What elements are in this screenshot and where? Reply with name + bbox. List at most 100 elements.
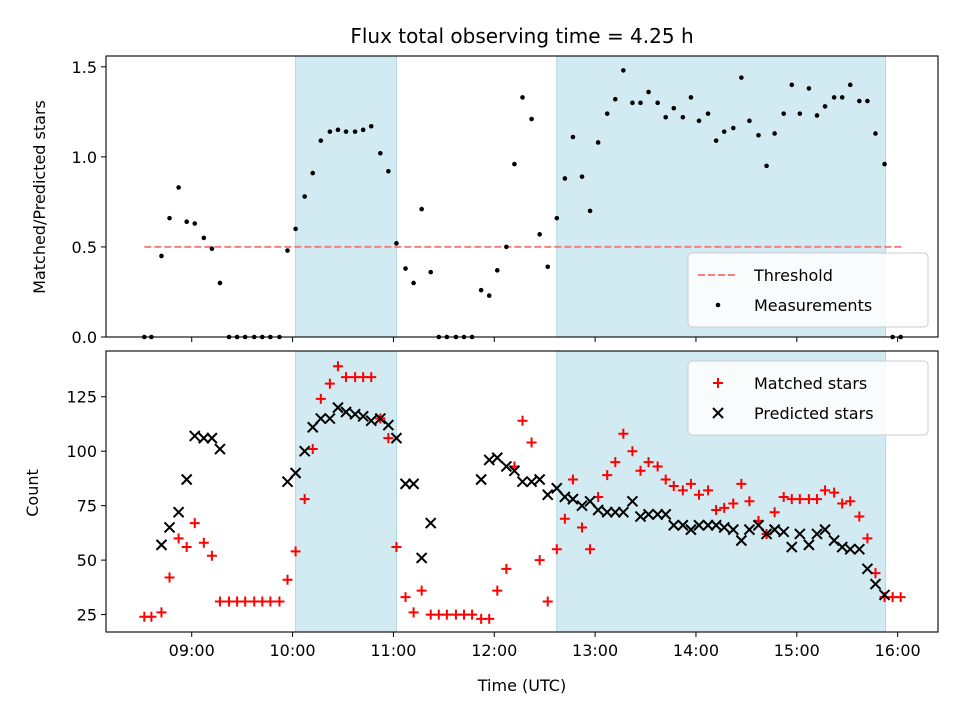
count-panel-series-1-point-25 [425, 517, 437, 529]
count-panel-series-0-point-83 [837, 498, 848, 509]
count-panel-ytick-label-4: 125 [66, 388, 97, 407]
count-panel-series-1-point-68 [828, 534, 840, 547]
ratio-panel-series-0-point-46 [529, 116, 534, 122]
count-panel-legend-swatch-0 [713, 378, 723, 388]
ratio-panel-series-0-point-21 [318, 138, 324, 143]
count-panel-series-1-point-62 [777, 526, 790, 538]
count-panel-series-1-point-45 [634, 510, 647, 523]
count-panel-series-0-point-4 [173, 533, 184, 544]
count-panel-series-0-point-70 [728, 498, 739, 509]
ratio-panel-series-0-point-47 [537, 232, 542, 237]
count-panel-ytick-label-2: 75 [77, 497, 97, 516]
count-panel-series-0-point-84 [845, 496, 856, 507]
ratio-panel-series-0-point-90 [898, 334, 903, 340]
count-panel-series-1-point-74 [878, 589, 891, 601]
ratio-panel-series-0-point-12 [242, 334, 248, 340]
ratio-panel-series-0-point-3 [167, 215, 172, 221]
ratio-panel-series-0-point-70 [730, 125, 736, 131]
count-panel-series-0-point-20 [307, 444, 318, 455]
count-panel-series-0-point-39 [467, 609, 478, 620]
count-panel-series-0-point-90 [895, 592, 906, 603]
ratio-panel-series-0-point-22 [327, 129, 333, 134]
ratio-panel-series-0-point-54 [595, 140, 601, 145]
count-panel-series-0-point-61 [652, 461, 663, 472]
count-panel-legend-swatch-1 [712, 407, 724, 419]
ratio-panel-series-0-point-63 [671, 105, 677, 111]
count-panel-series-1-point-10 [298, 445, 311, 457]
ratio-panel-series-0-point-81 [822, 104, 828, 109]
count-panel-series-1-point-44 [626, 495, 639, 508]
ratio-panel-series-0-point-34 [428, 269, 434, 275]
count-panel-series-1-point-15 [340, 406, 352, 418]
ratio-panel-legend: Threshold Measurements [687, 252, 929, 328]
count-panel-series-1-point-27 [483, 454, 495, 466]
count-panel-series-1-point-30 [508, 465, 521, 477]
count-panel-series-0-point-63 [668, 481, 679, 492]
ratio-panel-series-0-point-36 [444, 334, 450, 340]
count-panel-observing-window-0 [295, 350, 397, 633]
count-panel-series-0-point-36 [441, 609, 452, 620]
count-panel-series-0-point-43 [501, 563, 512, 574]
count-panel-series-1-point-18 [365, 414, 377, 427]
count-panel-series-0-point-5 [181, 542, 192, 553]
ratio-panel-ytick-label-2: 1.0 [72, 148, 97, 167]
count-panel-series-0-point-56 [610, 457, 621, 468]
count-panel-series-1-point-16 [349, 408, 361, 420]
count-panel-series-0-point-33 [416, 585, 427, 596]
count-panel-series-1-point-4 [189, 430, 201, 442]
xtick-label-3: 12:00 [471, 641, 517, 660]
ratio-panel-series-0-point-85 [857, 98, 862, 104]
ratio-panel-series-0-point-77 [789, 82, 795, 88]
ratio-panel-series-0-point-29 [386, 168, 391, 174]
count-panel-series-1-point-61 [768, 523, 781, 536]
count-panel-series-1-point-1 [163, 521, 176, 534]
count-panel-series-1-point-72 [861, 563, 874, 575]
ratio-panel-series-0-point-15 [268, 334, 273, 340]
ratio-panel-series-0-point-16 [277, 334, 282, 340]
ratio-panel-series-0-point-6 [192, 221, 198, 226]
ratio-panel-series-0-point-10 [226, 334, 232, 340]
ratio-panel-series-0-point-28 [378, 150, 383, 156]
count-panel-series-0-point-2 [156, 607, 167, 618]
ratio-panel-series-0-point-44 [512, 161, 517, 167]
count-panel-series-1-point-52 [693, 519, 705, 531]
ratio-panel-series-0-point-26 [360, 127, 366, 133]
count-panel-series-0-point-81 [820, 485, 831, 496]
count-panel-series-1-point-20 [382, 419, 395, 431]
count-panel-series-0-point-48 [542, 596, 553, 607]
count-panel-series-1-point-13 [324, 412, 336, 425]
ratio-panel-series-0-point-84 [847, 82, 853, 88]
count-panel-series-0-point-31 [400, 592, 411, 603]
count-panel-series-0-point-3 [164, 572, 175, 583]
count-panel-series-0-point-6 [189, 518, 200, 529]
count-panel-series-0-point-76 [778, 491, 789, 502]
ratio-panel-series-0-point-79 [806, 86, 812, 91]
ratio-panel-legend-label-1: Measurements [754, 296, 872, 315]
count-panel-series-0-point-19 [299, 494, 310, 505]
count-panel-series-0-point-18 [290, 546, 301, 557]
ratio-panel-series-0-point-24 [343, 129, 349, 134]
xtick-label-4: 13:00 [572, 641, 618, 660]
ratio-panel-axes-layer: 0.0 0.5 1.0 1.5 [72, 55, 939, 347]
ratio-panel-series-0-point-40 [478, 287, 484, 293]
ratio-panel-series-0-point-14 [260, 334, 265, 340]
count-panel-series-1-point-6 [206, 432, 218, 444]
count-panel-series-0-point-15 [265, 596, 276, 607]
count-panel-series-0-point-75 [769, 507, 780, 518]
ratio-panel-series-0-point-41 [486, 293, 492, 298]
count-panel-series-0-point-53 [585, 544, 596, 555]
count-panel-series-1-point-32 [525, 475, 538, 488]
ratio-panel-series-0-point-5 [184, 219, 189, 225]
count-panel-series-1-point-11 [307, 421, 319, 433]
ratio-panel-series-0-point-62 [663, 114, 669, 120]
ratio-panel-series-0-point-33 [419, 206, 424, 212]
ratio-panel-series-0-point-43 [504, 244, 509, 250]
ratio-panel-series-0-point-4 [176, 185, 181, 190]
ratio-panel-ytick-label-0: 0.0 [72, 328, 97, 347]
ratio-panel-series-0-point-67 [705, 111, 711, 116]
count-panel-series-1-point-17 [357, 410, 369, 423]
ratio-panel-series-0-point-76 [781, 111, 787, 116]
ratio-panel-series-0-point-74 [764, 163, 769, 169]
ratio-panel-series-0-point-61 [655, 100, 660, 106]
count-panel-series-1-point-23 [407, 478, 420, 490]
